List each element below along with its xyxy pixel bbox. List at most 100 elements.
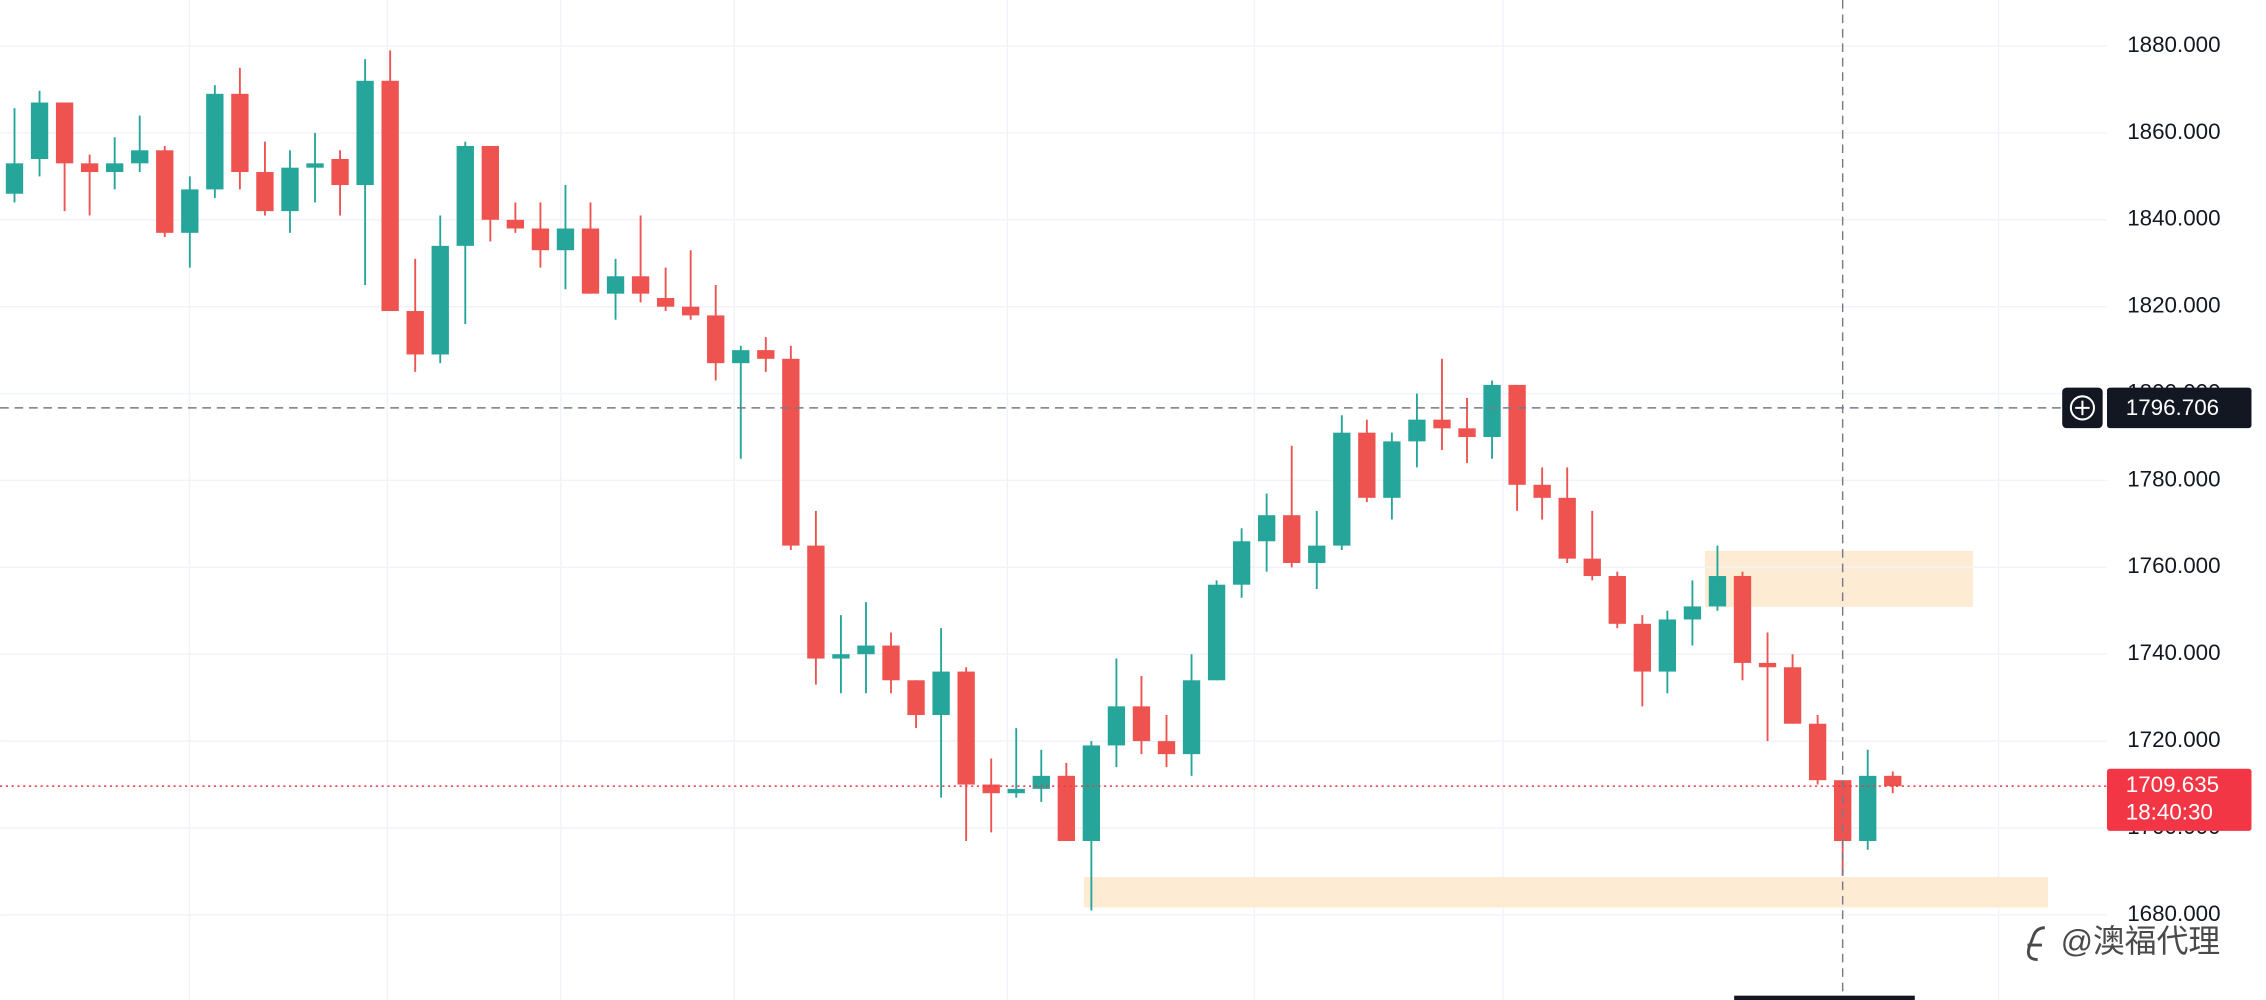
body: [1107, 706, 1126, 746]
countdown-label: 18:40:30: [2126, 799, 2213, 824]
body: [481, 145, 499, 220]
body: [1583, 558, 1601, 577]
body: [1508, 384, 1526, 485]
body: [932, 671, 950, 716]
y-tick-label: 1860.000: [2127, 119, 2220, 144]
body: [656, 298, 675, 307]
crosshair-plus-icon: [2069, 395, 2095, 421]
body: [5, 163, 24, 194]
body: [1358, 432, 1376, 498]
body: [106, 163, 124, 173]
body: [707, 315, 725, 364]
body: [982, 784, 1000, 794]
y-tick-label: 1820.000: [2127, 293, 2220, 318]
body: [55, 102, 74, 164]
y-tick-label: 1760.000: [2127, 553, 2220, 578]
body: [1283, 515, 1301, 563]
watermark-text: @澳福代理: [2061, 923, 2220, 959]
crosshair-price-label: 1796.706: [2126, 395, 2219, 420]
y-tick-label: 1680.000: [2127, 901, 2220, 926]
body: [256, 172, 274, 212]
body: [1783, 667, 1802, 724]
body: [231, 93, 249, 173]
body: [1458, 428, 1476, 438]
body: [306, 163, 324, 168]
y-tick-label: 1720.000: [2127, 727, 2220, 752]
body: [431, 245, 449, 355]
body: [1733, 576, 1752, 663]
body: [581, 228, 600, 294]
body: [1232, 541, 1251, 585]
body: [1608, 576, 1626, 624]
body: [1408, 419, 1426, 442]
body: [1007, 788, 1025, 794]
body: [857, 645, 875, 655]
body: [1308, 545, 1326, 563]
crosshair-plus-icon: [2075, 400, 2090, 416]
body: [1433, 419, 1451, 429]
y-tick-label: 1840.000: [2127, 206, 2220, 231]
body: [531, 228, 550, 251]
body: [406, 311, 424, 355]
body: [156, 150, 174, 233]
body: [832, 654, 850, 659]
body: [1533, 484, 1551, 498]
body: [631, 276, 650, 294]
body: [1057, 775, 1075, 842]
body: [907, 680, 925, 716]
body: [1082, 745, 1101, 842]
body: [757, 350, 775, 359]
body: [1032, 775, 1050, 789]
watermark-logo: [2026, 926, 2045, 961]
time-tag: [1734, 995, 1915, 1000]
h-grid: [0, 45, 2107, 916]
y-tick-label: 1740.000: [2127, 640, 2220, 665]
watermark: @澳福代理: [2026, 921, 2222, 961]
body: [1157, 741, 1176, 755]
body: [732, 350, 750, 364]
body: [1758, 662, 1777, 668]
body: [1884, 775, 1902, 787]
body: [782, 358, 800, 546]
body: [1383, 441, 1401, 498]
body: [331, 158, 349, 186]
last-price-label: 1709.635: [2126, 772, 2219, 797]
crosshair-price-box: [2106, 387, 2252, 429]
body: [606, 276, 625, 294]
body: [1207, 584, 1226, 681]
body: [131, 150, 149, 164]
body: [181, 189, 199, 233]
body: [356, 80, 374, 186]
body: [30, 102, 49, 159]
body: [1808, 723, 1827, 781]
body: [381, 80, 399, 312]
body: [1182, 680, 1201, 755]
last-price-box: [2106, 768, 2252, 831]
body: [1859, 775, 1877, 842]
body: [1683, 606, 1702, 620]
body: [1333, 432, 1351, 546]
body: [1558, 497, 1576, 559]
candles: [5, 50, 1902, 911]
body: [206, 93, 224, 190]
body: [1633, 623, 1651, 672]
y-tick-label: 1880.000: [2127, 32, 2220, 57]
body: [807, 545, 825, 659]
body: [957, 671, 975, 785]
body: [506, 219, 525, 229]
body: [80, 163, 99, 173]
body: [1132, 706, 1151, 742]
body: [1658, 619, 1677, 672]
body: [556, 228, 575, 251]
y-tick-label: 1780.000: [2127, 466, 2220, 491]
body: [682, 306, 700, 316]
zones: [1083, 550, 2049, 908]
body: [1258, 515, 1276, 542]
body: [281, 167, 299, 212]
body: [1483, 384, 1501, 438]
body: [1708, 576, 1727, 607]
body: [882, 645, 900, 681]
zone: [1083, 877, 2049, 908]
